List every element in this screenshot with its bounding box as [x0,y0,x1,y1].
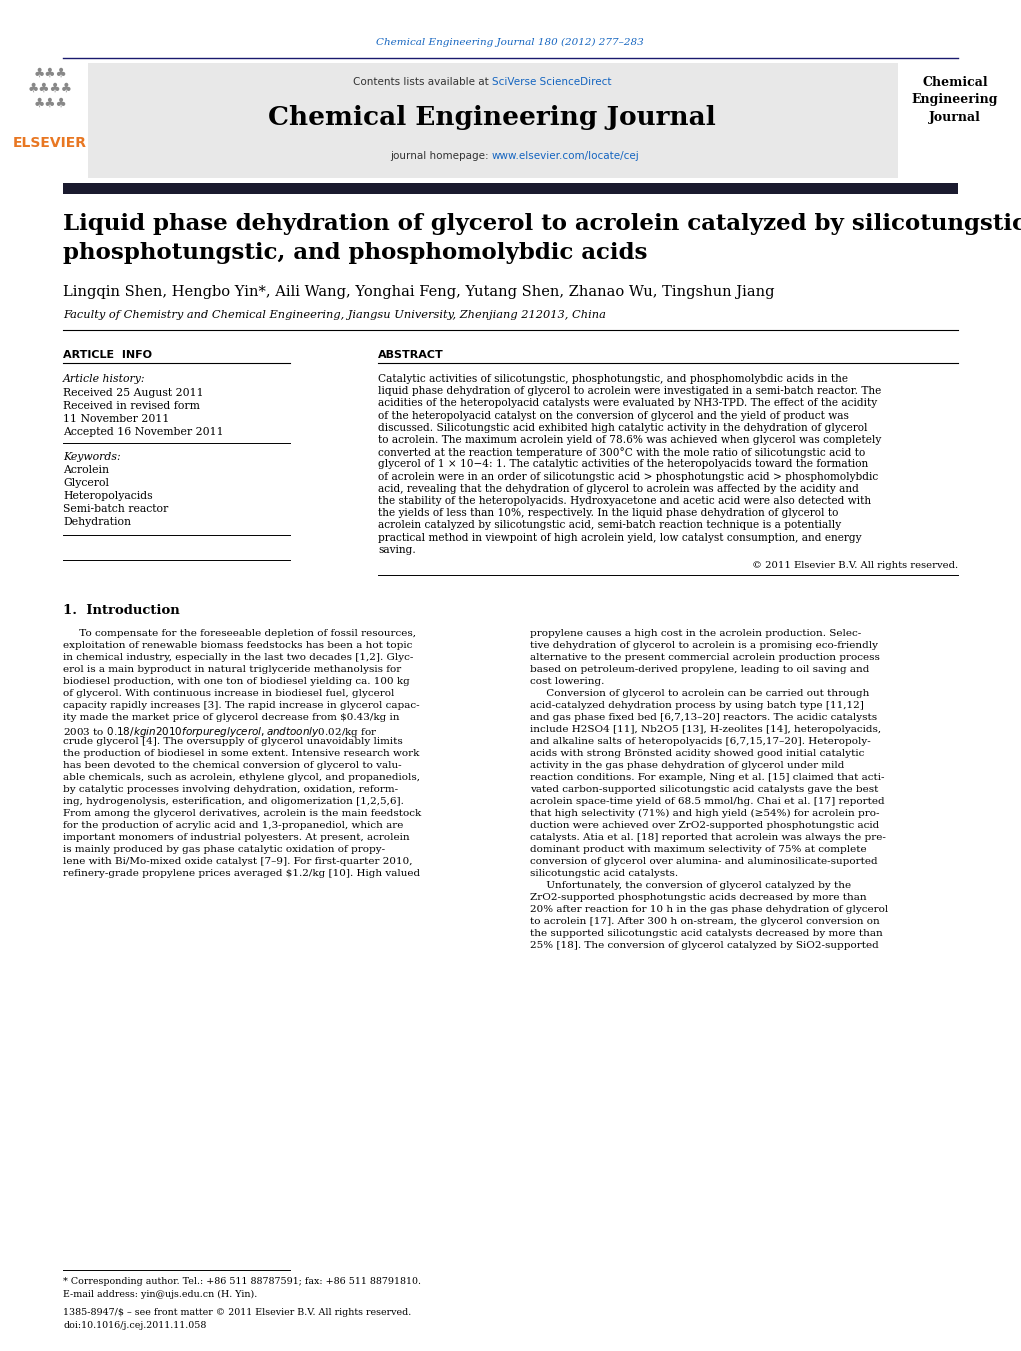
Text: Faculty of Chemistry and Chemical Engineering, Jiangsu University, Zhenjiang 212: Faculty of Chemistry and Chemical Engine… [63,309,605,320]
Text: to acrolein. The maximum acrolein yield of 78.6% was achieved when glycerol was : to acrolein. The maximum acrolein yield … [378,435,881,444]
Text: ABSTRACT: ABSTRACT [378,350,444,359]
FancyBboxPatch shape [63,182,958,195]
Text: Accepted 16 November 2011: Accepted 16 November 2011 [63,427,224,436]
Text: based on petroleum-derived propylene, leading to oil saving and: based on petroleum-derived propylene, le… [530,665,869,674]
Text: Contents lists available at: Contents lists available at [353,77,492,86]
Text: tive dehydration of glycerol to acrolein is a promising eco-friendly: tive dehydration of glycerol to acrolein… [530,640,878,650]
Text: glycerol of 1 × 10−4: 1. The catalytic activities of the heteropolyacids toward : glycerol of 1 × 10−4: 1. The catalytic a… [378,459,868,469]
Text: acid, revealing that the dehydration of glycerol to acrolein was affected by the: acid, revealing that the dehydration of … [378,484,859,494]
Text: of the heteropolyacid catalyst on the conversion of glycerol and the yield of pr: of the heteropolyacid catalyst on the co… [378,411,848,420]
Text: the supported silicotungstic acid catalysts decreased by more than: the supported silicotungstic acid cataly… [530,929,883,938]
Text: Dehydration: Dehydration [63,517,131,527]
Text: refinery-grade propylene prices averaged $1.2/kg [10]. High valued: refinery-grade propylene prices averaged… [63,869,420,878]
Text: by catalytic processes involving dehydration, oxidation, reform-: by catalytic processes involving dehydra… [63,785,398,794]
Text: converted at the reaction temperature of 300°C with the mole ratio of silicotung: converted at the reaction temperature of… [378,447,865,458]
Text: important monomers of industrial polyesters. At present, acrolein: important monomers of industrial polyest… [63,834,409,842]
Text: include H2SO4 [11], Nb2O5 [13], H-zeolites [14], heteropolyacids,: include H2SO4 [11], Nb2O5 [13], H-zeolit… [530,725,881,734]
Text: the production of biodiesel in some extent. Intensive research work: the production of biodiesel in some exte… [63,748,420,758]
Text: alternative to the present commercial acrolein production process: alternative to the present commercial ac… [530,653,880,662]
Text: the yields of less than 10%, respectively. In the liquid phase dehydration of gl: the yields of less than 10%, respectivel… [378,508,838,519]
Text: Semi-batch reactor: Semi-batch reactor [63,504,168,513]
Text: 25% [18]. The conversion of glycerol catalyzed by SiO2-supported: 25% [18]. The conversion of glycerol cat… [530,942,879,950]
Text: 20% after reaction for 10 h in the gas phase dehydration of glycerol: 20% after reaction for 10 h in the gas p… [530,905,888,915]
Text: Heteropolyacids: Heteropolyacids [63,490,152,501]
Text: 1.  Introduction: 1. Introduction [63,604,180,617]
Text: reaction conditions. For example, Ning et al. [15] claimed that acti-: reaction conditions. For example, Ning e… [530,773,884,782]
Text: ZrO2-supported phosphotungstic acids decreased by more than: ZrO2-supported phosphotungstic acids dec… [530,893,867,902]
Text: dominant product with maximum selectivity of 75% at complete: dominant product with maximum selectivit… [530,844,867,854]
Text: to acrolein [17]. After 300 h on-stream, the glycerol conversion on: to acrolein [17]. After 300 h on-stream,… [530,917,880,925]
Text: www.elsevier.com/locate/cej: www.elsevier.com/locate/cej [492,151,640,161]
Text: saving.: saving. [378,544,416,555]
Text: propylene causes a high cost in the acrolein production. Selec-: propylene causes a high cost in the acro… [530,630,862,638]
Text: Chemical Engineering Journal: Chemical Engineering Journal [269,105,716,131]
Text: Article history:: Article history: [63,374,146,384]
Text: 11 November 2011: 11 November 2011 [63,413,169,424]
Text: doi:10.1016/j.cej.2011.11.058: doi:10.1016/j.cej.2011.11.058 [63,1321,206,1329]
Text: duction were achieved over ZrO2-supported phosphotungstic acid: duction were achieved over ZrO2-supporte… [530,821,879,830]
Text: for the production of acrylic acid and 1,3-propanediol, which are: for the production of acrylic acid and 1… [63,821,403,830]
Text: that high selectivity (71%) and high yield (≥54%) for acrolein pro-: that high selectivity (71%) and high yie… [530,809,879,819]
Text: journal homepage:: journal homepage: [390,151,492,161]
Text: acids with strong Brönsted acidity showed good initial catalytic: acids with strong Brönsted acidity showe… [530,748,865,758]
Text: crude glycerol [4]. The oversupply of glycerol unavoidably limits: crude glycerol [4]. The oversupply of gl… [63,738,402,746]
Text: catalysts. Atia et al. [18] reported that acrolein was always the pre-: catalysts. Atia et al. [18] reported tha… [530,834,886,842]
Text: acid-catalyzed dehydration process by using batch type [11,12]: acid-catalyzed dehydration process by us… [530,701,864,711]
Text: practical method in viewpoint of high acrolein yield, low catalyst consumption, : practical method in viewpoint of high ac… [378,532,862,543]
Text: E-mail address: yin@ujs.edu.cn (H. Yin).: E-mail address: yin@ujs.edu.cn (H. Yin). [63,1290,257,1300]
Text: ity made the market price of glycerol decrease from $0.43/kg in: ity made the market price of glycerol de… [63,713,399,721]
Text: vated carbon-supported silicotungstic acid catalysts gave the best: vated carbon-supported silicotungstic ac… [530,785,878,794]
Text: acrolein catalyzed by silicotungstic acid, semi-batch reaction technique is a po: acrolein catalyzed by silicotungstic aci… [378,520,841,531]
Text: To compensate for the foreseeable depletion of fossil resources,: To compensate for the foreseeable deplet… [63,630,416,638]
Text: Catalytic activities of silicotungstic, phosphotungstic, and phosphomolybdic aci: Catalytic activities of silicotungstic, … [378,374,848,384]
Text: silicotungstic acid catalysts.: silicotungstic acid catalysts. [530,869,678,878]
Text: erol is a main byproduct in natural triglyceride methanolysis for: erol is a main byproduct in natural trig… [63,665,401,674]
Text: ♣♣♣
♣♣♣♣
♣♣♣: ♣♣♣ ♣♣♣♣ ♣♣♣ [28,66,72,109]
Text: has been devoted to the chemical conversion of glycerol to valu-: has been devoted to the chemical convers… [63,761,401,770]
Text: Chemical Engineering Journal 180 (2012) 277–283: Chemical Engineering Journal 180 (2012) … [376,38,644,46]
Text: activity in the gas phase dehydration of glycerol under mild: activity in the gas phase dehydration of… [530,761,844,770]
Text: ing, hydrogenolysis, esterification, and oligomerization [1,2,5,6].: ing, hydrogenolysis, esterification, and… [63,797,404,807]
Text: Keywords:: Keywords: [63,453,120,462]
Text: ELSEVIER: ELSEVIER [13,136,87,150]
Text: biodiesel production, with one ton of biodiesel yielding ca. 100 kg: biodiesel production, with one ton of bi… [63,677,409,686]
Text: lene with Bi/Mo-mixed oxide catalyst [7–9]. For first-quarter 2010,: lene with Bi/Mo-mixed oxide catalyst [7–… [63,857,412,866]
Text: acidities of the heteropolyacid catalysts were evaluated by NH3-TPD. The effect : acidities of the heteropolyacid catalyst… [378,399,877,408]
Text: From among the glycerol derivatives, acrolein is the main feedstock: From among the glycerol derivatives, acr… [63,809,422,817]
Text: Glycerol: Glycerol [63,478,109,488]
Text: ARTICLE  INFO: ARTICLE INFO [63,350,152,359]
Text: Liquid phase dehydration of glycerol to acrolein catalyzed by silicotungstic,: Liquid phase dehydration of glycerol to … [63,213,1021,235]
FancyBboxPatch shape [88,63,898,178]
Text: of acrolein were in an order of silicotungstic acid > phosphotungstic acid > pho: of acrolein were in an order of silicotu… [378,471,878,481]
Text: Unfortunately, the conversion of glycerol catalyzed by the: Unfortunately, the conversion of glycero… [530,881,852,890]
Text: and alkaline salts of heteropolyacids [6,7,15,17–20]. Heteropoly-: and alkaline salts of heteropolyacids [6… [530,738,871,746]
Text: and gas phase fixed bed [6,7,13–20] reactors. The acidic catalysts: and gas phase fixed bed [6,7,13–20] reac… [530,713,877,721]
Text: Lingqin Shen, Hengbo Yin*, Aili Wang, Yonghai Feng, Yutang Shen, Zhanao Wu, Ting: Lingqin Shen, Hengbo Yin*, Aili Wang, Yo… [63,285,775,299]
Text: conversion of glycerol over alumina- and aluminosilicate-suported: conversion of glycerol over alumina- and… [530,857,878,866]
Text: acrolein space-time yield of 68.5 mmol/hg. Chai et al. [17] reported: acrolein space-time yield of 68.5 mmol/h… [530,797,884,807]
Text: discussed. Silicotungstic acid exhibited high catalytic activity in the dehydrat: discussed. Silicotungstic acid exhibited… [378,423,868,432]
Text: capacity rapidly increases [3]. The rapid increase in glycerol capac-: capacity rapidly increases [3]. The rapi… [63,701,420,711]
Text: cost lowering.: cost lowering. [530,677,604,686]
Text: of glycerol. With continuous increase in biodiesel fuel, glycerol: of glycerol. With continuous increase in… [63,689,394,698]
Text: is mainly produced by gas phase catalytic oxidation of propy-: is mainly produced by gas phase catalyti… [63,844,385,854]
Text: able chemicals, such as acrolein, ethylene glycol, and propanediols,: able chemicals, such as acrolein, ethyle… [63,773,420,782]
Text: SciVerse ScienceDirect: SciVerse ScienceDirect [492,77,612,86]
Text: Received in revised form: Received in revised form [63,401,200,411]
Text: phosphotungstic, and phosphomolybdic acids: phosphotungstic, and phosphomolybdic aci… [63,242,647,263]
Text: Received 25 August 2011: Received 25 August 2011 [63,388,203,399]
Text: the stability of the heteropolyacids. Hydroxyacetone and acetic acid were also d: the stability of the heteropolyacids. Hy… [378,496,871,507]
Text: Acrolein: Acrolein [63,465,109,476]
Text: * Corresponding author. Tel.: +86 511 88787591; fax: +86 511 88791810.: * Corresponding author. Tel.: +86 511 88… [63,1277,421,1286]
Text: 2003 to $0.18/kg in 2010 for pure glycerol, and to only $0.02/kg for: 2003 to $0.18/kg in 2010 for pure glycer… [63,725,378,739]
Text: Chemical
Engineering
Journal: Chemical Engineering Journal [912,76,999,124]
Text: Conversion of glycerol to acrolein can be carried out through: Conversion of glycerol to acrolein can b… [530,689,869,698]
Text: 1385-8947/$ – see front matter © 2011 Elsevier B.V. All rights reserved.: 1385-8947/$ – see front matter © 2011 El… [63,1308,411,1317]
Text: in chemical industry, especially in the last two decades [1,2]. Glyc-: in chemical industry, especially in the … [63,653,414,662]
Text: liquid phase dehydration of glycerol to acrolein were investigated in a semi-bat: liquid phase dehydration of glycerol to … [378,386,881,396]
Text: © 2011 Elsevier B.V. All rights reserved.: © 2011 Elsevier B.V. All rights reserved… [751,561,958,570]
Text: exploitation of renewable biomass feedstocks has been a hot topic: exploitation of renewable biomass feedst… [63,640,412,650]
